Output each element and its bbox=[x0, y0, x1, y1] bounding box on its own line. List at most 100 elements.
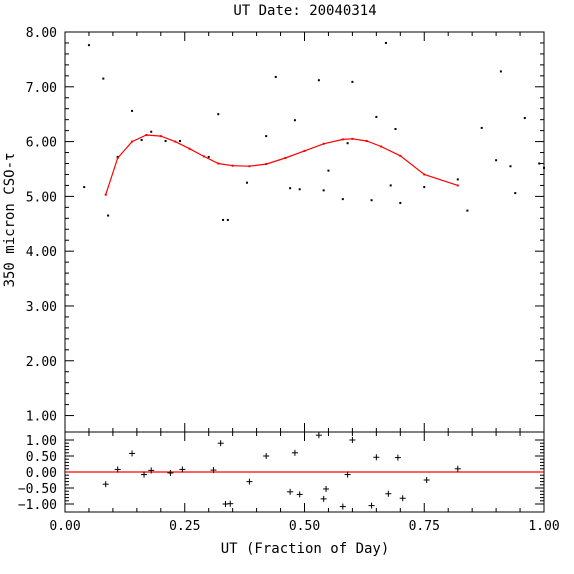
fit-point bbox=[423, 173, 426, 176]
fit-point bbox=[341, 138, 344, 141]
y-tick-label: 4.00 bbox=[26, 245, 57, 260]
data-point bbox=[207, 155, 210, 158]
y-tick-label: 8.00 bbox=[26, 26, 57, 41]
y-tick-label: 5.00 bbox=[26, 190, 57, 205]
data-point bbox=[265, 135, 268, 138]
residual-point bbox=[454, 465, 461, 472]
data-point bbox=[274, 75, 277, 78]
data-point bbox=[384, 41, 387, 44]
residual-point bbox=[167, 469, 174, 476]
fit-curve bbox=[105, 134, 458, 195]
residual-point bbox=[344, 471, 351, 478]
data-point bbox=[178, 140, 181, 143]
chart-title: UT Date: 20040314 bbox=[233, 3, 376, 19]
data-point bbox=[351, 80, 354, 83]
residual-point bbox=[315, 432, 322, 439]
x-tick-label: 1.00 bbox=[528, 519, 559, 534]
fit-point bbox=[202, 155, 205, 158]
fit-point bbox=[131, 140, 134, 143]
data-point bbox=[370, 199, 373, 202]
data-point bbox=[150, 130, 153, 133]
fit-point bbox=[116, 157, 119, 160]
residual-point bbox=[148, 467, 155, 474]
residual-point bbox=[114, 466, 121, 473]
fit-point bbox=[265, 163, 268, 166]
data-point bbox=[116, 155, 119, 158]
residual-point bbox=[246, 478, 253, 485]
data-point bbox=[399, 201, 402, 204]
data-point bbox=[222, 218, 225, 221]
residual-point bbox=[287, 488, 294, 495]
y-tick-label: 2.00 bbox=[26, 355, 57, 370]
residual-point bbox=[339, 503, 346, 510]
fit-point bbox=[104, 193, 107, 196]
data-point bbox=[389, 184, 392, 187]
y-tick-label: 0.00 bbox=[26, 466, 57, 481]
fit-point bbox=[159, 135, 162, 138]
residual-point bbox=[349, 437, 356, 443]
fit-point bbox=[303, 149, 306, 152]
residual-point bbox=[423, 477, 430, 483]
y-tick-label: 1.00 bbox=[26, 410, 57, 425]
fit-point bbox=[217, 162, 220, 165]
data-point bbox=[298, 188, 301, 191]
data-point bbox=[102, 77, 105, 80]
data-point bbox=[327, 169, 330, 172]
data-point bbox=[456, 178, 459, 181]
residual-point bbox=[263, 453, 270, 459]
residual-point bbox=[394, 454, 401, 461]
data-point bbox=[341, 198, 344, 201]
data-point bbox=[346, 142, 349, 145]
data-point bbox=[495, 159, 498, 162]
residual-point bbox=[385, 490, 392, 497]
residual-point bbox=[141, 471, 148, 478]
residual-point bbox=[296, 491, 303, 498]
y-tick-label: −1.00 bbox=[18, 498, 57, 513]
data-point bbox=[131, 109, 134, 112]
data-point bbox=[523, 117, 526, 120]
x-axis-label: UT (Fraction of Day) bbox=[221, 541, 390, 557]
data-point bbox=[466, 209, 469, 212]
data-point bbox=[317, 79, 320, 82]
data-point bbox=[293, 119, 296, 122]
data-point bbox=[322, 189, 325, 192]
data-point bbox=[514, 192, 517, 195]
residual-point bbox=[373, 454, 380, 461]
main-panel: 1.00 2.00 3.00 4.00 5.00 6.00 7.00 8.00 bbox=[26, 26, 545, 433]
fit-point bbox=[174, 140, 177, 143]
x-tick-label: 0.25 bbox=[169, 519, 200, 534]
fit-point bbox=[248, 165, 251, 168]
fit-point bbox=[188, 147, 191, 150]
data-point bbox=[543, 166, 545, 169]
residual-point bbox=[368, 502, 375, 509]
residual-point bbox=[399, 495, 406, 502]
fit-point bbox=[284, 157, 287, 160]
residual-point bbox=[227, 500, 234, 507]
fit-point bbox=[322, 142, 325, 145]
y-tick-label: 1.00 bbox=[26, 434, 57, 449]
residual-panel: 0.00 0.25 0.50 0.75 1.001.000.500.00−0.50−1.… bbox=[18, 431, 560, 534]
fit-point bbox=[399, 154, 402, 157]
data-point bbox=[480, 126, 483, 129]
fit-point bbox=[365, 140, 368, 143]
data-point bbox=[289, 187, 292, 190]
residual-point bbox=[179, 466, 186, 473]
data-point bbox=[375, 115, 378, 118]
y-tick-label: 6.00 bbox=[26, 136, 57, 151]
main-panel-frame bbox=[64, 31, 545, 433]
y-axis-label: 350 micron CSO-τ bbox=[2, 153, 18, 288]
residual-point bbox=[217, 440, 224, 447]
residual-point bbox=[210, 467, 217, 474]
data-point bbox=[394, 127, 397, 130]
y-tick-label: −0.50 bbox=[18, 482, 57, 497]
data-point bbox=[538, 162, 541, 165]
y-tick-label: 0.50 bbox=[26, 450, 57, 465]
residual-point bbox=[102, 481, 109, 488]
data-point bbox=[83, 186, 86, 189]
fit-point bbox=[231, 164, 234, 167]
fit-point bbox=[145, 134, 148, 137]
data-point bbox=[246, 181, 249, 184]
residual-point bbox=[320, 495, 327, 502]
data-point bbox=[87, 44, 90, 47]
fit-point bbox=[351, 137, 354, 140]
